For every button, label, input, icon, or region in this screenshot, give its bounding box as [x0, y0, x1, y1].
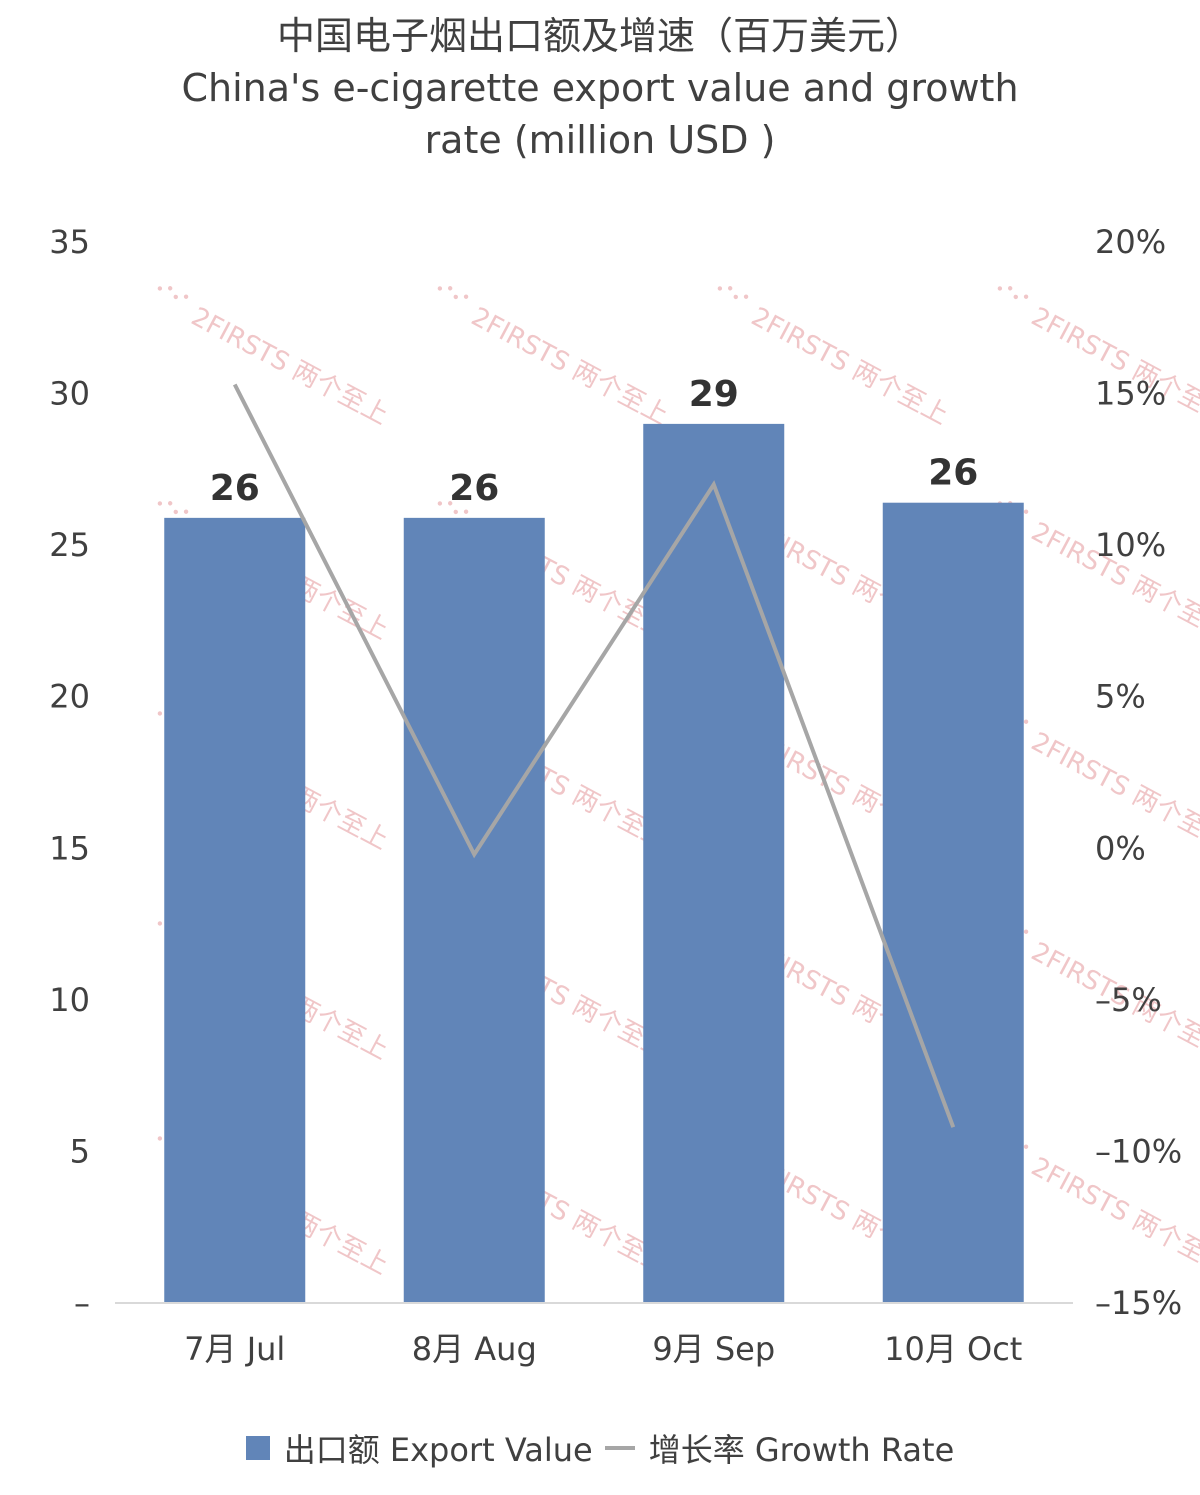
- bar-export-value: [164, 517, 306, 1303]
- right-axis-ticks: 20% 15% 10% 5% 0% –5% –10% –15%: [1095, 223, 1182, 1322]
- watermark-dot: [183, 294, 189, 299]
- chart-legend: 出口额 Export Value 增长率 Growth Rate: [0, 1425, 1200, 1471]
- x-axis-tick-label: 10月 Oct: [884, 1330, 1022, 1368]
- watermark-dot: [437, 501, 443, 506]
- bar-data-label: 26: [449, 468, 499, 509]
- bar-export-value: [882, 502, 1024, 1303]
- chart-subtitle-line-2: rate (million USD ): [424, 118, 776, 162]
- left-axis-tick-label: –: [74, 1284, 90, 1322]
- x-axis-tick-label: 8月 Aug: [412, 1330, 537, 1368]
- bar-data-label: 26: [210, 468, 260, 509]
- watermark-dot: [717, 286, 723, 291]
- watermark-mark: 2FIRSTS 两个至上: [437, 286, 673, 431]
- watermark-dot: [157, 1136, 163, 1141]
- watermark-dot: [463, 294, 469, 299]
- legend-label-growth-rate: 增长率 Growth Rate: [648, 1431, 955, 1469]
- bar-data-label: 29: [689, 374, 739, 415]
- bar-export-value: [643, 423, 785, 1303]
- watermark-text: 2FIRSTS 两个至上: [746, 302, 953, 431]
- watermark-dot: [447, 286, 453, 291]
- chart-title-block: 中国电子烟出口额及增速（百万美元） China's e-cigarette ex…: [0, 10, 1200, 166]
- legend-label-export-value: 出口额 Export Value: [283, 1431, 593, 1469]
- data-labels-layer: 26 26 29 26: [210, 374, 979, 509]
- watermark-dot: [157, 286, 163, 291]
- left-axis-tick-label: 5: [70, 1132, 90, 1170]
- right-axis-tick-label: –15%: [1095, 1284, 1182, 1322]
- growth-line-layer: [232, 383, 956, 1128]
- left-axis-tick-label: 15: [49, 829, 90, 867]
- watermark-text: 2FIRSTS 两个至上: [186, 302, 393, 431]
- watermark-dot: [167, 286, 173, 291]
- watermark-text: 2FIRSTS 两个至上: [466, 302, 673, 431]
- watermark-dot: [743, 294, 749, 299]
- chart-subtitle-line-1: China's e-cigarette export value and gro…: [181, 66, 1019, 110]
- watermark-mark: 2FIRSTS 两个至上: [997, 286, 1200, 431]
- watermark-dot: [1023, 929, 1029, 934]
- watermark-dot: [997, 286, 1003, 291]
- watermark-dot: [1023, 1144, 1029, 1149]
- watermark-dot: [463, 509, 469, 514]
- left-axis-tick-label: 25: [49, 526, 90, 564]
- watermark-text: 2FIRSTS 两个至上: [1026, 1152, 1200, 1281]
- watermark-dot: [157, 921, 163, 926]
- right-axis-tick-label: 15%: [1095, 375, 1166, 413]
- watermark-dot: [157, 711, 163, 716]
- bars-layer: [164, 423, 1024, 1303]
- watermark-dot: [437, 286, 443, 291]
- right-axis-tick-label: –5%: [1095, 981, 1162, 1019]
- left-axis-tick-label: 20: [49, 678, 90, 716]
- watermark-dot: [453, 294, 458, 300]
- legend-swatch-bar: [245, 1436, 270, 1460]
- legend-item-export-value: 出口额 Export Value: [245, 1425, 593, 1471]
- left-axis-tick-label: 10: [49, 981, 90, 1019]
- growth-rate-line: [232, 383, 956, 1128]
- right-axis-tick-label: 20%: [1095, 223, 1166, 261]
- watermark-dot: [733, 294, 738, 300]
- watermark-dot: [183, 509, 189, 514]
- left-axis-tick-label: 30: [49, 375, 90, 413]
- right-axis-tick-label: 5%: [1095, 678, 1146, 716]
- right-axis-tick-label: 10%: [1095, 526, 1166, 564]
- x-axis-tick-label: 7月 Jul: [184, 1330, 285, 1368]
- watermark-dot: [1023, 719, 1029, 724]
- bar-export-value: [403, 517, 545, 1303]
- watermark-dot: [167, 501, 173, 506]
- right-axis-tick-label: –10%: [1095, 1132, 1182, 1170]
- right-axis-tick-label: 0%: [1095, 829, 1146, 867]
- chart-title: 中国电子烟出口额及增速（百万美元）: [276, 14, 923, 58]
- watermark-dot: [173, 294, 178, 300]
- watermark-dot: [1007, 286, 1013, 291]
- watermark-dot: [157, 501, 163, 506]
- watermark-mark: 2FIRSTS 两个至上: [717, 286, 953, 431]
- left-axis-ticks: 35 30 25 20 15 10 5 –: [49, 223, 90, 1322]
- left-axis-tick-label: 35: [49, 223, 90, 261]
- bar-data-label: 26: [928, 453, 978, 494]
- watermark-dot: [173, 509, 178, 515]
- watermark-dot: [1023, 294, 1029, 299]
- watermark-dot: [447, 501, 453, 506]
- legend-item-growth-rate: 增长率 Growth Rate: [604, 1425, 955, 1471]
- watermark-mark: 2FIRSTS 两个至上: [157, 286, 393, 431]
- watermark-dot: [1023, 509, 1029, 514]
- watermark-dot: [1013, 294, 1018, 300]
- watermark-dot: [453, 509, 458, 515]
- watermark-dot: [727, 286, 733, 291]
- x-axis-ticks: 7月 Jul 8月 Aug 9月 Sep 10月 Oct: [184, 1330, 1022, 1368]
- legend-swatch-line: [604, 1446, 635, 1450]
- x-axis-tick-label: 9月 Sep: [652, 1330, 775, 1368]
